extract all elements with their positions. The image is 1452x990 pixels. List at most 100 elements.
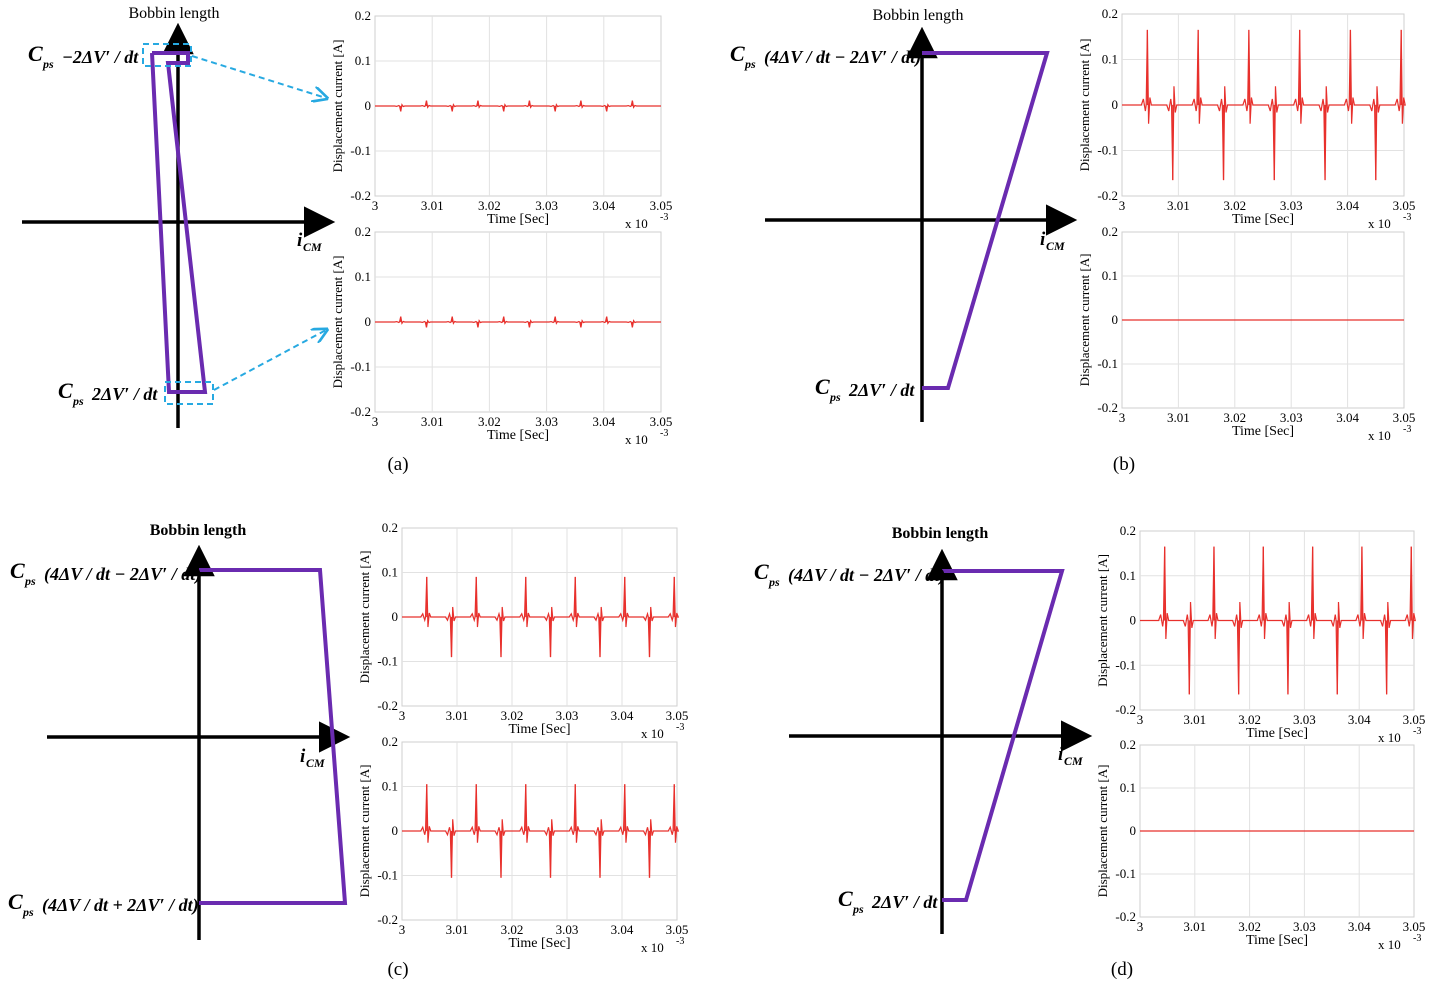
x-tick-label: 3.03 [1280, 198, 1303, 213]
bobbin-length-label: Bobbin length [128, 5, 219, 22]
x-axis-multiplier: x 10 [625, 216, 648, 231]
x-axis-multiplier: x 10 [1378, 730, 1401, 745]
formula-expression: (4ΔV / dt − 2ΔV′ / dt) [44, 564, 201, 585]
x-axis-multiplier: x 10 [1368, 428, 1391, 443]
y-axis-label: Displacement current [A] [357, 765, 372, 898]
bobbin-profile-diagram: Bobbin length i CM C ps (4ΔV / dt − 2ΔV′ / dt… [754, 525, 1093, 934]
top-highlight-box [142, 43, 192, 67]
displacement-current-plot: 0.2 0.1 0 -0.1 -0.23 3.01 3.02 3.03 3.04 3.05 Time… [1077, 224, 1415, 443]
x-tick-label: 3.05 [650, 198, 673, 213]
y-tick-label: -0.2 [1115, 909, 1136, 924]
displacement-current-plot: 0.2 0.1 0 -0.1 -0.23 3.01 3.02 3.03 3.04 3.05 Time… [1077, 6, 1415, 231]
x-axis-label: Time [Sec] [508, 936, 570, 951]
x-tick-label: 3.04 [611, 708, 634, 723]
bobbin-length-label: Bobbin length [872, 7, 963, 24]
x-tick-label: 3 [399, 922, 406, 937]
formula-expression: (4ΔV / dt − 2ΔV′ / dt) [764, 47, 921, 68]
displacement-profile-line [922, 51, 1050, 390]
formula-subscript: ps [829, 390, 841, 404]
x-tick-label: 3.03 [535, 198, 558, 213]
formula-coefficient: C [838, 886, 853, 911]
x-tick-label: 3 [1137, 919, 1144, 934]
y-tick-label: 0.2 [1120, 523, 1136, 538]
x-axis-exponent: -3 [660, 428, 668, 439]
formula-coefficient: C [10, 558, 25, 583]
y-tick-label: 0 [392, 609, 399, 624]
x-tick-label: 3.03 [1293, 919, 1316, 934]
icm-subscript: CM [303, 240, 322, 254]
x-tick-label: 3.04 [1336, 410, 1359, 425]
bobbin-length-label: Bobbin length [892, 525, 989, 542]
x-tick-label: 3.05 [650, 414, 673, 429]
y-tick-label: 0.2 [355, 224, 371, 239]
bobbin-profile-diagram: Bobbin length i CM C ps (4ΔV / dt − 2ΔV′ / dt… [8, 522, 351, 940]
x-tick-label: 3.05 [1393, 198, 1416, 213]
icm-label: i [297, 230, 303, 251]
x-tick-label: 3.05 [1393, 410, 1416, 425]
y-axis-label: Displacement current [A] [357, 551, 372, 684]
y-tick-label: -0.2 [350, 404, 371, 419]
formula-coefficient: C [815, 374, 830, 399]
y-tick-label: -0.1 [377, 868, 398, 883]
x-tick-label: 3 [372, 198, 379, 213]
y-tick-label: 0.2 [1102, 6, 1118, 21]
y-tick-label: 0.1 [382, 565, 398, 580]
x-tick-label: 3.01 [446, 708, 469, 723]
x-tick-label: 3.01 [421, 414, 444, 429]
formula-expression: 2ΔV′ / dt [871, 892, 938, 912]
x-axis-label: Time [Sec] [1246, 933, 1308, 948]
y-tick-label: 0.1 [355, 53, 371, 68]
x-axis-multiplier: x 10 [1378, 937, 1401, 952]
y-tick-label: 0.1 [1120, 780, 1136, 795]
y-tick-label: -0.2 [350, 188, 371, 203]
x-axis-multiplier: x 10 [625, 432, 648, 447]
x-tick-label: 3.05 [666, 922, 689, 937]
y-tick-label: 0.2 [382, 520, 398, 535]
y-tick-label: 0 [365, 314, 372, 329]
displacement-current-plot: 0.2 0.1 0 -0.1 -0.23 3.01 3.02 3.03 3.04 3.05 Time… [1095, 523, 1425, 745]
x-axis-label: Time [Sec] [508, 722, 570, 737]
x-tick-label: 3.01 [446, 922, 469, 937]
displacement-current-plot: 0.2 0.1 0 -0.1 -0.23 3.01 3.02 3.03 3.04 3.05 Time… [330, 224, 672, 447]
y-tick-label: -0.1 [350, 359, 371, 374]
formula-expression: (4ΔV / dt − 2ΔV′ / dt) [788, 565, 945, 586]
y-tick-label: -0.2 [1097, 400, 1118, 415]
y-tick-label: 0.1 [1120, 568, 1136, 583]
x-tick-label: 3.01 [1183, 712, 1206, 727]
x-axis-label: Time [Sec] [1232, 212, 1294, 227]
displacement-current-plot: 0.2 0.1 0 -0.1 -0.23 3.01 3.02 3.03 3.04 3.05 Time… [330, 8, 672, 231]
y-axis-label: Displacement current [A] [1095, 554, 1110, 687]
bottom-zoom-arrow [213, 330, 326, 391]
formula-coefficient: C [58, 378, 73, 403]
x-tick-label: 3.03 [1280, 410, 1303, 425]
panel-label-layer: (a) (b) (c) (d) [387, 454, 1135, 980]
y-axis-label: Displacement current [A] [1077, 254, 1092, 387]
formula-subscript: ps [744, 57, 756, 71]
x-axis-label: Time [Sec] [487, 428, 549, 443]
x-axis-exponent: -3 [676, 936, 684, 947]
displacement-current-plot: 0.2 0.1 0 -0.1 -0.23 3.01 3.02 3.03 3.04 3.05 Time… [1095, 737, 1425, 952]
x-tick-label: 3.04 [1348, 712, 1371, 727]
y-tick-label: 0.2 [355, 8, 371, 23]
y-tick-label: -0.1 [377, 654, 398, 669]
x-tick-label: 3.01 [1167, 198, 1190, 213]
y-tick-label: -0.1 [1115, 866, 1136, 881]
x-axis-exponent: -3 [1413, 726, 1421, 737]
x-axis-exponent: -3 [1403, 424, 1411, 435]
top-zoom-arrow [191, 55, 326, 98]
x-tick-label: 3.02 [1238, 712, 1261, 727]
x-tick-label: 3.01 [1183, 919, 1206, 934]
x-tick-label: 3.02 [1238, 919, 1261, 934]
icm-subscript: CM [1046, 239, 1065, 253]
displacement-current-plot: 0.2 0.1 0 -0.1 -0.23 3.01 3.02 3.03 3.04 3.05 Time… [357, 520, 688, 741]
formula-coefficient: C [730, 41, 745, 66]
x-tick-label: 3.02 [501, 922, 524, 937]
formula-expression: (4ΔV / dt + 2ΔV′ / dt) [42, 895, 199, 916]
x-tick-label: 3.03 [556, 922, 579, 937]
